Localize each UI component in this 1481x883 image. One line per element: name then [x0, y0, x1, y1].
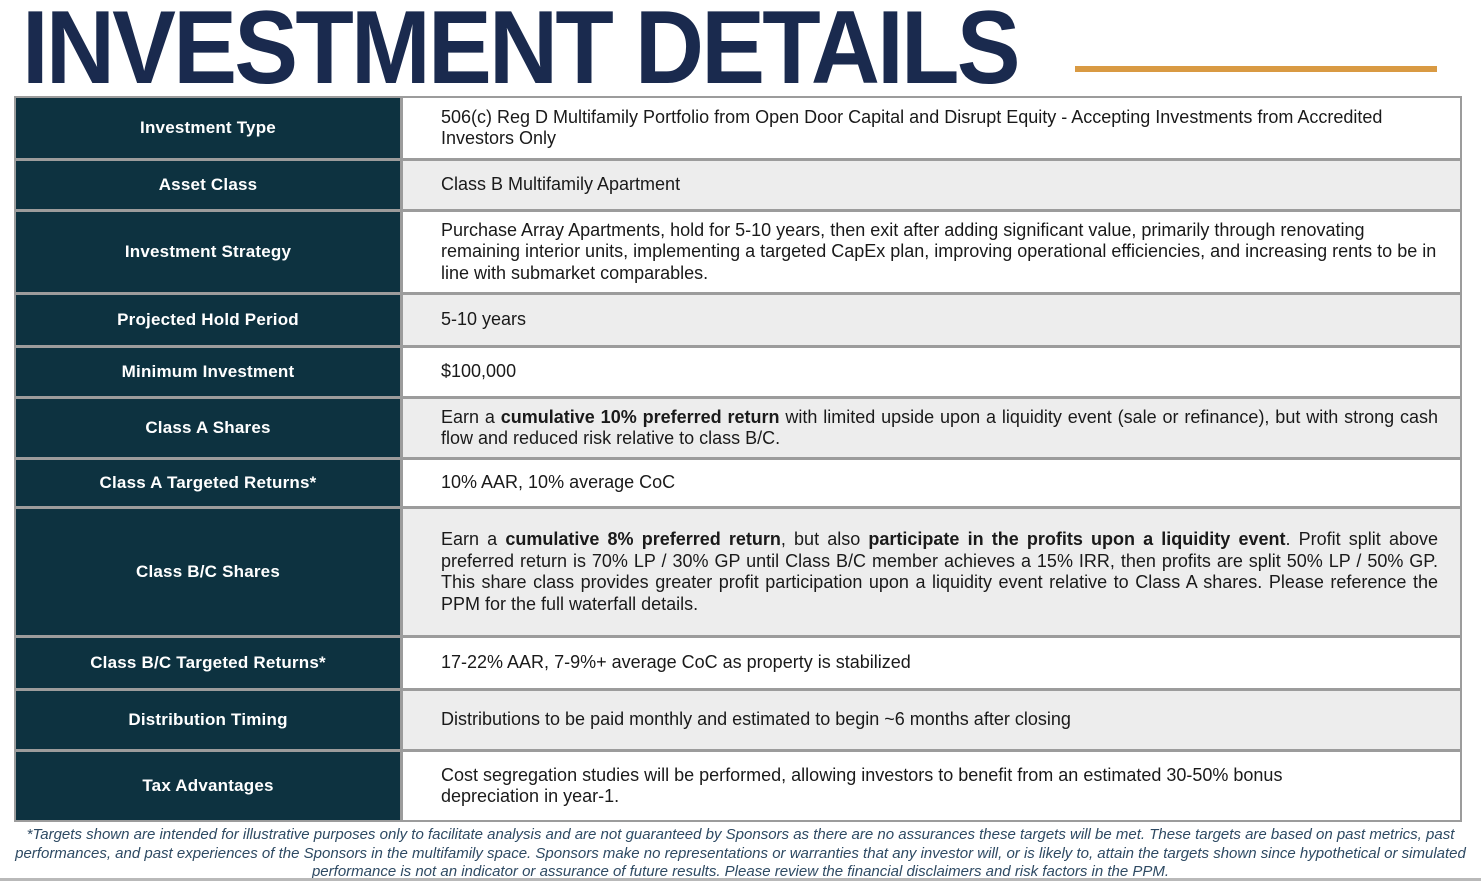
row-value-text: Class B Multifamily Apartment [441, 174, 681, 195]
table-row-asset-class: Asset Class Class B Multifamily Apartmen… [16, 161, 1460, 209]
disclaimer-text: *Targets shown are intended for illustra… [15, 826, 1466, 880]
row-value-text: Earn a cumulative 8% preferred return, b… [441, 529, 1439, 614]
row-value-class-bc-shares: Earn a cumulative 8% preferred return, b… [403, 509, 1460, 635]
row-value-projected-hold-period: 5-10 years [403, 295, 1460, 345]
row-value-distribution-timing: Distributions to be paid monthly and est… [403, 691, 1460, 749]
table-row-projected-hold-period: Projected Hold Period 5-10 years [16, 295, 1460, 345]
row-value-class-bc-targeted-returns: 17-22% AAR, 7-9%+ average CoC as propert… [403, 638, 1460, 688]
row-label-class-a-targeted-returns: Class A Targeted Returns* [16, 460, 400, 506]
table-row-minimum-investment: Minimum Investment $100,000 [16, 348, 1460, 396]
row-value-text: Distributions to be paid monthly and est… [441, 709, 1071, 730]
table-row-class-a-targeted-returns: Class A Targeted Returns* 10% AAR, 10% a… [16, 460, 1460, 506]
row-label-class-bc-targeted-returns: Class B/C Targeted Returns* [16, 638, 400, 688]
row-label-tax-advantages: Tax Advantages [16, 752, 400, 820]
row-value-text: 17-22% AAR, 7-9%+ average CoC as propert… [441, 652, 911, 673]
title-accent-bar [1075, 66, 1437, 72]
row-label-investment-strategy: Investment Strategy [16, 212, 400, 292]
row-value-asset-class: Class B Multifamily Apartment [403, 161, 1460, 209]
row-value-minimum-investment: $100,000 [403, 348, 1460, 396]
investment-details-table: Investment Type 506(c) Reg D Multifamily… [14, 96, 1462, 822]
row-label-class-bc-shares: Class B/C Shares [16, 509, 400, 635]
table-row-class-bc-shares: Class B/C Shares Earn a cumulative 8% pr… [16, 509, 1460, 635]
row-label-class-a-shares: Class A Shares [16, 399, 400, 457]
table-row-class-bc-targeted-returns: Class B/C Targeted Returns* 17-22% AAR, … [16, 638, 1460, 688]
row-label-projected-hold-period: Projected Hold Period [16, 295, 400, 345]
table-row-investment-strategy: Investment Strategy Purchase Array Apart… [16, 212, 1460, 292]
row-value-class-a-shares: Earn a cumulative 10% preferred return w… [403, 399, 1460, 457]
row-value-text: 5-10 years [441, 309, 527, 330]
row-label-asset-class: Asset Class [16, 161, 400, 209]
row-value-text: 10% AAR, 10% average CoC [441, 472, 676, 493]
page-title: INVESTMENT DETAILS [22, 0, 1021, 106]
row-value-tax-advantages: Cost segregation studies will be perform… [403, 752, 1460, 820]
row-value-investment-type: 506(c) Reg D Multifamily Portfolio from … [403, 98, 1460, 158]
row-value-investment-strategy: Purchase Array Apartments, hold for 5-10… [403, 212, 1460, 292]
row-value-text: Purchase Array Apartments, hold for 5-10… [441, 219, 1437, 283]
row-value-text: Earn a cumulative 10% preferred return w… [441, 406, 1438, 449]
page-header: INVESTMENT DETAILS [0, 0, 1481, 106]
row-label-investment-type: Investment Type [16, 98, 400, 158]
row-value-text: 506(c) Reg D Multifamily Portfolio from … [441, 106, 1383, 149]
page-bottom-divider [0, 878, 1481, 881]
row-label-distribution-timing: Distribution Timing [16, 691, 400, 749]
table-row-tax-advantages: Tax Advantages Cost segregation studies … [16, 752, 1460, 820]
table-row-class-a-shares: Class A Shares Earn a cumulative 10% pre… [16, 399, 1460, 457]
table-row-distribution-timing: Distribution Timing Distributions to be … [16, 691, 1460, 749]
row-label-minimum-investment: Minimum Investment [16, 348, 400, 396]
row-value-text: Cost segregation studies will be perform… [441, 764, 1283, 807]
row-value-class-a-targeted-returns: 10% AAR, 10% average CoC [403, 460, 1460, 506]
table-row-investment-type: Investment Type 506(c) Reg D Multifamily… [16, 98, 1460, 158]
row-value-text: $100,000 [441, 361, 517, 382]
